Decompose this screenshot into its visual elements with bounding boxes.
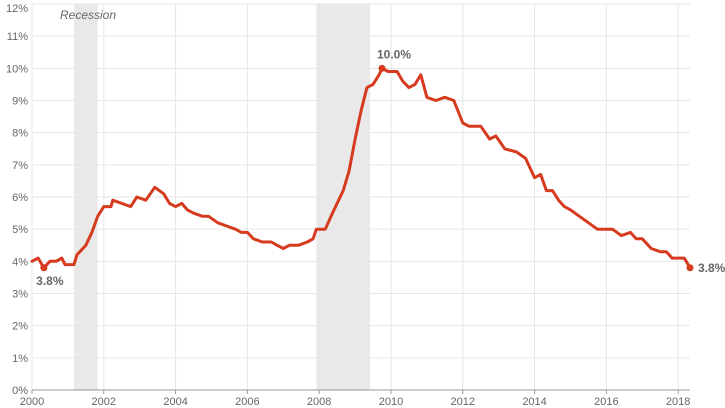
y-tick-label: 10%	[6, 63, 28, 75]
y-tick-label: 5%	[12, 224, 28, 236]
y-tick-label: 4%	[12, 256, 28, 268]
y-tick-label: 11%	[7, 31, 28, 43]
annotation-label-1: 3.8%	[36, 274, 64, 288]
x-tick-label: 2016	[594, 396, 618, 408]
recession-label: Recession	[60, 8, 116, 22]
x-tick-label: 2004	[163, 396, 187, 408]
annotation-point-2	[378, 64, 386, 72]
x-tick-label: 2018	[666, 396, 690, 408]
x-tick-label: 2002	[92, 396, 116, 408]
x-tick-label: 2014	[522, 396, 546, 408]
y-tick-label: 6%	[12, 192, 28, 204]
y-tick-label: 3%	[12, 289, 28, 301]
y-tick-label: 7%	[12, 160, 28, 172]
x-tick-label: 2006	[235, 396, 259, 408]
y-tick-label: 8%	[12, 128, 28, 140]
x-tick-label: 2012	[451, 396, 475, 408]
x-tick-label: 2000	[20, 396, 44, 408]
x-tick-label: 2010	[379, 396, 403, 408]
y-tick-label: 0%	[12, 385, 28, 397]
annotation-point-1	[40, 264, 48, 272]
y-tick-label: 12%	[6, 3, 28, 15]
annotation-label-2: 10.0%	[377, 47, 411, 61]
unemployment-rate-line	[30, 66, 692, 270]
annotation-label-3: 3.8%	[698, 261, 725, 275]
x-tick-label: 2008	[307, 396, 331, 408]
y-tick-label: 2%	[12, 321, 28, 333]
y-tick-label: 9%	[12, 96, 28, 108]
y-tick-label: 1%	[12, 353, 28, 365]
annotation-point-3	[686, 264, 694, 272]
